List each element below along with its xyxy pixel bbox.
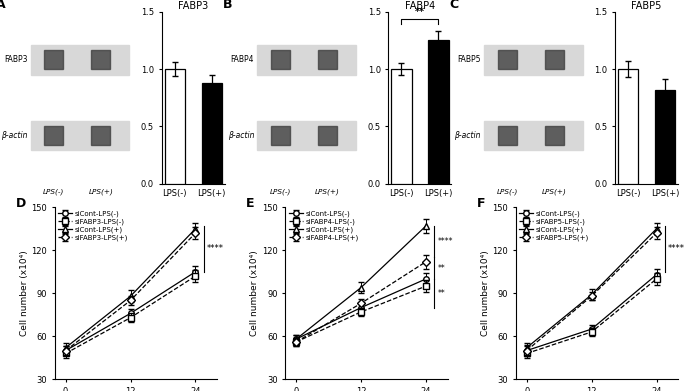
Y-axis label: Cell number (x10⁴): Cell number (x10⁴): [20, 250, 29, 336]
Y-axis label: Cell number (x10⁴): Cell number (x10⁴): [250, 250, 259, 336]
Text: LPS(-): LPS(-): [497, 189, 518, 196]
Text: E: E: [247, 197, 255, 210]
Bar: [45, 126, 63, 145]
Y-axis label: Cell number (x10⁴): Cell number (x10⁴): [481, 250, 490, 336]
Text: ****: ****: [437, 237, 453, 246]
Text: B: B: [223, 0, 232, 11]
Title: FABP5: FABP5: [632, 1, 662, 11]
Bar: [164, 69, 185, 184]
Text: LPS(-): LPS(-): [270, 189, 291, 196]
Bar: [271, 50, 290, 69]
Text: A: A: [0, 0, 5, 11]
Text: FABP4: FABP4: [231, 56, 254, 65]
Title: FABP3: FABP3: [178, 1, 208, 11]
Text: LPS(+): LPS(+): [315, 189, 340, 196]
Text: β-actin: β-actin: [1, 131, 27, 140]
Legend: siCont-LPS(-), siFABP5-LPS(-), siCont-LPS(+), siFABP5-LPS(+): siCont-LPS(-), siFABP5-LPS(-), siCont-LP…: [519, 211, 589, 241]
Bar: [91, 126, 110, 145]
Text: LPS(+): LPS(+): [542, 189, 566, 196]
Bar: [484, 121, 583, 150]
Bar: [484, 45, 583, 75]
Text: FABP3: FABP3: [4, 56, 27, 65]
Text: ****: ****: [667, 244, 684, 253]
Legend: siCont-LPS(-), siFABP3-LPS(-), siCont-LPS(+), siFABP3-LPS(+): siCont-LPS(-), siFABP3-LPS(-), siCont-LP…: [58, 211, 128, 241]
Bar: [31, 45, 129, 75]
Bar: [497, 126, 516, 145]
Bar: [45, 50, 63, 69]
Bar: [271, 126, 290, 145]
Legend: siCont-LPS(-), siFABP4-LPS(-), siCont-LPS(+), siFABP4-LPS(+): siCont-LPS(-), siFABP4-LPS(-), siCont-LP…: [289, 211, 359, 241]
Bar: [318, 50, 337, 69]
Bar: [545, 126, 564, 145]
Bar: [391, 69, 412, 184]
Bar: [31, 121, 129, 150]
Bar: [497, 50, 516, 69]
Text: β-actin: β-actin: [454, 131, 481, 140]
Text: β-actin: β-actin: [227, 131, 254, 140]
Bar: [618, 69, 638, 184]
Text: LPS(+): LPS(+): [88, 189, 113, 196]
Bar: [318, 126, 337, 145]
Bar: [545, 50, 564, 69]
Text: LPS(-): LPS(-): [43, 189, 64, 196]
Text: FABP5: FABP5: [458, 56, 481, 65]
Bar: [258, 121, 356, 150]
Bar: [201, 83, 222, 184]
Text: **: **: [415, 7, 425, 18]
Title: FABP4: FABP4: [405, 1, 435, 11]
Text: D: D: [16, 197, 26, 210]
Text: F: F: [477, 197, 486, 210]
Text: **: **: [437, 264, 445, 273]
Text: **: **: [437, 289, 445, 298]
Text: C: C: [449, 0, 458, 11]
Bar: [428, 40, 449, 184]
Bar: [91, 50, 110, 69]
Text: ****: ****: [206, 244, 223, 253]
Bar: [258, 45, 356, 75]
Bar: [655, 90, 675, 184]
